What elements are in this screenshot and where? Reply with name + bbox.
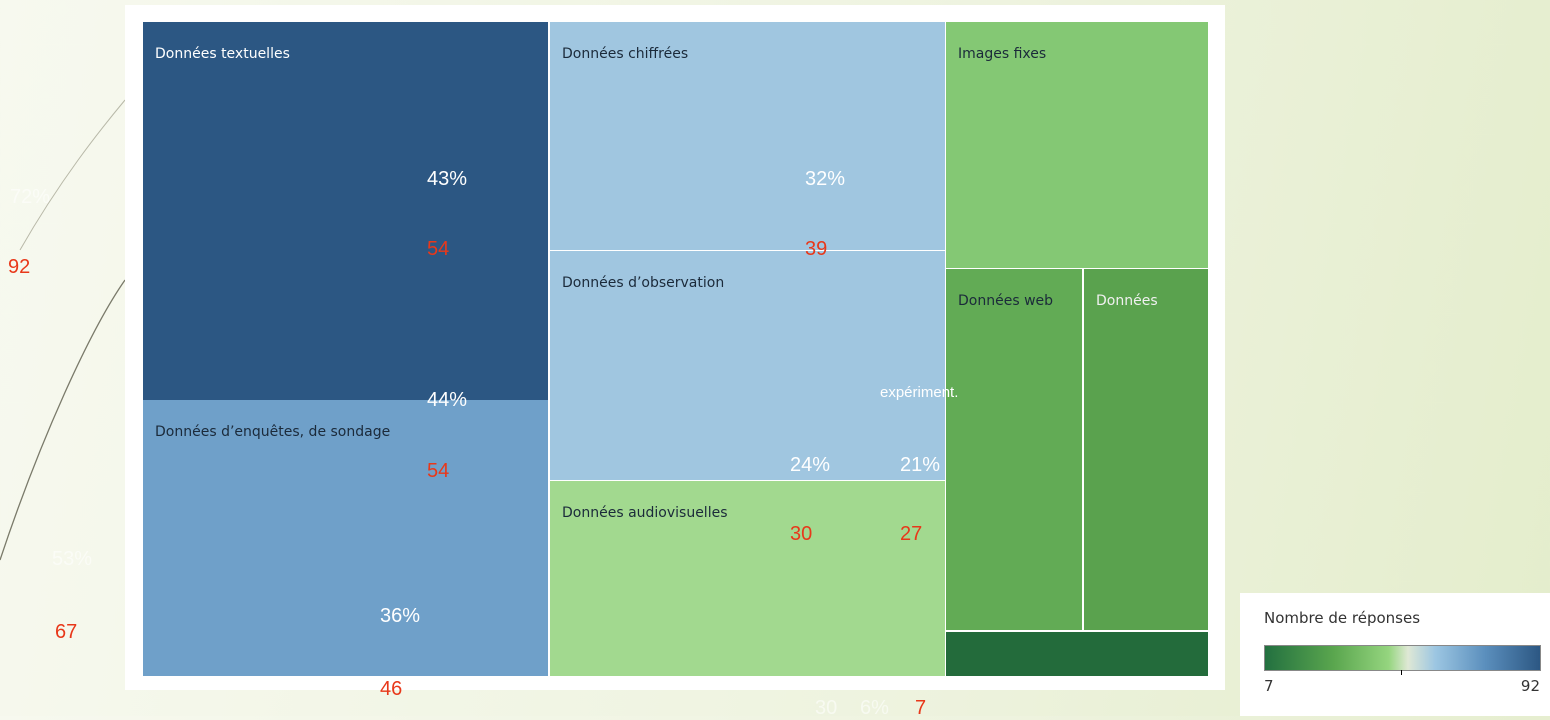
overlay-label: 30 bbox=[790, 523, 813, 545]
legend-gradient bbox=[1264, 645, 1541, 671]
overlay-label: 44% bbox=[427, 389, 468, 411]
overlay-label: 72% bbox=[10, 186, 51, 208]
legend-max: 92 bbox=[1520, 677, 1540, 695]
overlay-label: 7 bbox=[915, 697, 927, 719]
overlay-label: 24% bbox=[790, 454, 831, 476]
overlay-label: expériment. bbox=[880, 384, 959, 401]
treemap-tile: Données bbox=[1084, 269, 1208, 630]
treemap-tile: Données audiovisuelles bbox=[550, 481, 945, 676]
overlay-label: 92 bbox=[8, 256, 31, 278]
overlay-label: 54 bbox=[427, 238, 450, 260]
treemap-tile: Données d’enquêtes, de sondage bbox=[143, 400, 548, 676]
treemap-tile: Données textuelles bbox=[143, 22, 548, 400]
overlay-label: 30 bbox=[815, 697, 838, 719]
treemap-tile: Données web bbox=[946, 269, 1082, 630]
treemap-tile: Données chiffrées bbox=[550, 22, 945, 250]
overlay-label: 21% bbox=[900, 454, 941, 476]
treemap-tile: Données d’observation bbox=[550, 251, 945, 480]
overlay-label: 46 bbox=[380, 678, 403, 700]
overlay-label: 54 bbox=[427, 460, 450, 482]
treemap-tile-small bbox=[946, 632, 1208, 676]
overlay-label: 27 bbox=[900, 523, 923, 545]
overlay-label: 53% bbox=[52, 548, 93, 570]
overlay-label: 43% bbox=[427, 168, 468, 190]
overlay-label: 6% bbox=[860, 697, 889, 719]
decor-curves bbox=[0, 99, 126, 561]
legend-tick bbox=[1401, 670, 1402, 675]
overlay-label: 67 bbox=[55, 621, 78, 643]
overlay-label: 39 bbox=[805, 238, 828, 260]
legend-min: 7 bbox=[1264, 677, 1274, 695]
overlay-label: 36% bbox=[380, 605, 421, 627]
legend-title: Nombre de réponses bbox=[1264, 609, 1421, 627]
treemap-tile: Images fixes bbox=[946, 22, 1208, 268]
overlay-label: 32% bbox=[805, 168, 846, 190]
legend: Nombre de réponses 7 92 bbox=[1240, 593, 1550, 716]
